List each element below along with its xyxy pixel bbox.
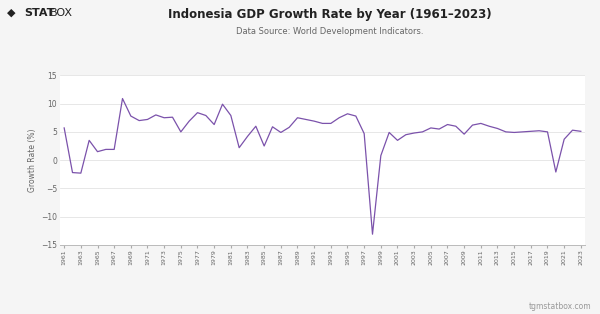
Text: BOX: BOX bbox=[50, 8, 73, 18]
Text: ◆: ◆ bbox=[7, 8, 16, 18]
Text: STAT: STAT bbox=[24, 8, 55, 18]
Text: tgmstatbox.com: tgmstatbox.com bbox=[529, 302, 591, 311]
Y-axis label: Growth Rate (%): Growth Rate (%) bbox=[28, 128, 37, 192]
Text: Indonesia GDP Growth Rate by Year (1961–2023): Indonesia GDP Growth Rate by Year (1961–… bbox=[168, 8, 492, 21]
Text: Data Source: World Development Indicators.: Data Source: World Development Indicator… bbox=[236, 27, 424, 36]
